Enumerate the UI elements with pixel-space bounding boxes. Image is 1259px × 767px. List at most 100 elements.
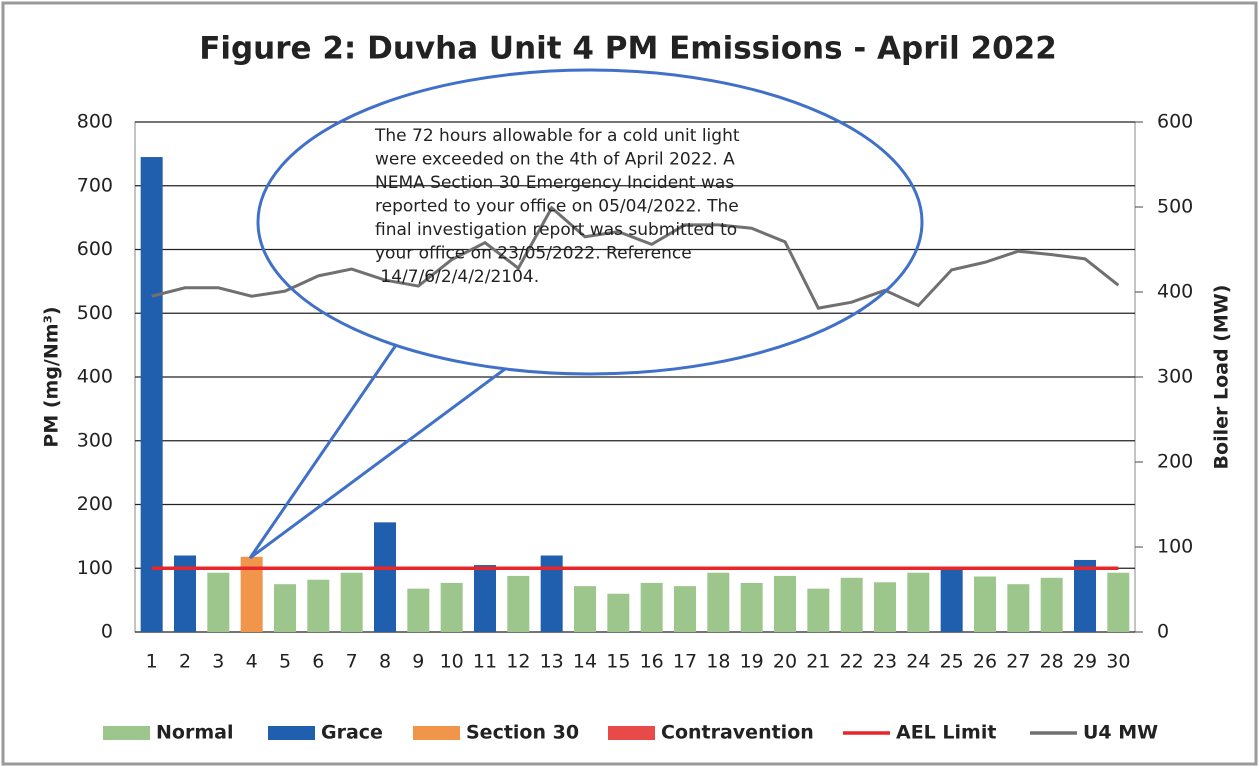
annotation-line: NEMA Section 30 Emergency Incident was <box>375 173 734 193</box>
x-tick-label: 25 <box>940 651 964 673</box>
y2-tick-label: 400 <box>1157 281 1193 303</box>
y2-tick-label: 100 <box>1157 536 1193 558</box>
y2-axis-label: Boiler Load (MW) <box>1211 285 1233 470</box>
x-tick-label: 15 <box>606 651 630 673</box>
y-tick-label: 500 <box>77 302 113 324</box>
bar <box>207 572 230 632</box>
x-tick-label: 16 <box>640 651 664 673</box>
bar <box>940 568 963 632</box>
legend-label: Normal <box>156 722 233 744</box>
bar <box>907 572 930 632</box>
legend-swatch <box>103 726 150 740</box>
bar <box>874 582 896 632</box>
bar <box>774 575 796 632</box>
bar <box>707 572 730 632</box>
legend-label: Section 30 <box>466 722 579 744</box>
annotation-line: final investigation report was submitted… <box>375 220 737 240</box>
plot: 0 100 200 300 400 500 600 700 800 0 100 200 300 400 50… <box>77 111 1194 673</box>
y-axis-label: PM (mg/Nm³) <box>41 306 63 447</box>
bar <box>374 522 396 632</box>
x-tick-label: 18 <box>706 651 730 673</box>
bar <box>507 575 530 632</box>
callout: The 72 hours allowable for a cold unit l… <box>248 68 924 560</box>
legend-label: AEL Limit <box>896 722 996 744</box>
legend-swatch <box>268 726 315 740</box>
y2-tick-label: 200 <box>1157 451 1193 473</box>
bar <box>407 588 430 632</box>
chart-title: Figure 2: Duvha Unit 4 PM Emissions - Ap… <box>199 31 1057 67</box>
x-tick-label: 1 <box>146 651 158 673</box>
x-tick-label: 19 <box>740 651 764 673</box>
x-tick-label: 7 <box>346 651 358 673</box>
y2-tick-label: 600 <box>1157 111 1193 133</box>
bar <box>174 555 196 632</box>
y-tick-label: 200 <box>77 493 113 515</box>
bar <box>1074 559 1096 632</box>
bar <box>274 584 296 632</box>
y-tick-label: 700 <box>77 174 113 196</box>
bar <box>574 586 596 632</box>
bar <box>607 593 630 632</box>
bar <box>740 582 763 632</box>
x-tick-label: 10 <box>440 651 464 673</box>
legend-label: Contravention <box>661 722 814 744</box>
bar <box>540 555 563 632</box>
bar <box>674 586 696 632</box>
y-tick-label: 300 <box>77 429 113 451</box>
x-tick-label: 11 <box>473 651 497 673</box>
bar <box>1040 577 1063 632</box>
y-tick-label: 400 <box>77 366 113 388</box>
x-tick-label: 5 <box>279 651 291 673</box>
legend-label: U4 MW <box>1083 722 1158 744</box>
x-tick-label: 22 <box>840 651 864 673</box>
x-tick-label: 27 <box>1006 651 1030 673</box>
x-tick-label: 14 <box>573 651 597 673</box>
x-tick-label: 3 <box>212 651 224 673</box>
bar <box>474 565 496 632</box>
y-tick-label: 600 <box>77 238 113 260</box>
bar <box>140 157 163 632</box>
y2-tick-label: 300 <box>1157 366 1193 388</box>
x-tick-label: 20 <box>773 651 797 673</box>
x-tick-label: 26 <box>973 651 997 673</box>
bar <box>440 582 463 632</box>
legend-swatch <box>608 726 655 740</box>
y2-tick-label: 0 <box>1157 621 1169 643</box>
callout-tail <box>248 344 506 560</box>
bar <box>840 577 863 632</box>
legend-swatch <box>413 726 460 740</box>
bar <box>1107 572 1130 632</box>
x-tick-label: 9 <box>412 651 424 673</box>
x-tick-label: 8 <box>379 651 391 673</box>
x-tick-label: 17 <box>673 651 697 673</box>
x-tick-label: 21 <box>806 651 830 673</box>
y-tick-label: 800 <box>77 111 113 133</box>
y-tick-label: 100 <box>77 557 113 579</box>
bar <box>1007 584 1030 632</box>
bar <box>340 572 363 632</box>
x-tick-label: 13 <box>540 651 564 673</box>
bar <box>640 582 663 632</box>
y-tick-label: 0 <box>101 621 113 643</box>
callout-ellipse <box>256 68 924 376</box>
annotation-line: The 72 hours allowable for a cold unit l… <box>374 126 740 146</box>
x-tick-label: 23 <box>873 651 897 673</box>
y2-tick-label: 500 <box>1157 196 1193 218</box>
legend-label: Grace <box>321 722 383 744</box>
x-tick-label: 2 <box>179 651 191 673</box>
x-tick-label: 29 <box>1073 651 1097 673</box>
x-tick-label: 30 <box>1106 651 1130 673</box>
x-tick-label: 28 <box>1040 651 1064 673</box>
annotation-line: 14/7/6/2/4/2/2104. <box>375 267 539 287</box>
x-tick-label: 24 <box>906 651 930 673</box>
line-series <box>151 205 1120 310</box>
x-tick-label: 12 <box>506 651 530 673</box>
x-tick-label: 6 <box>312 651 324 673</box>
bar <box>240 556 263 632</box>
annotation-line: were exceeded on the 4th of April 2022. … <box>375 150 735 170</box>
annotation-line: reported to your office on 05/04/2022. T… <box>375 197 739 217</box>
bar <box>974 576 996 632</box>
annotation-line: your office on 23/05/2022. Reference <box>375 244 692 264</box>
